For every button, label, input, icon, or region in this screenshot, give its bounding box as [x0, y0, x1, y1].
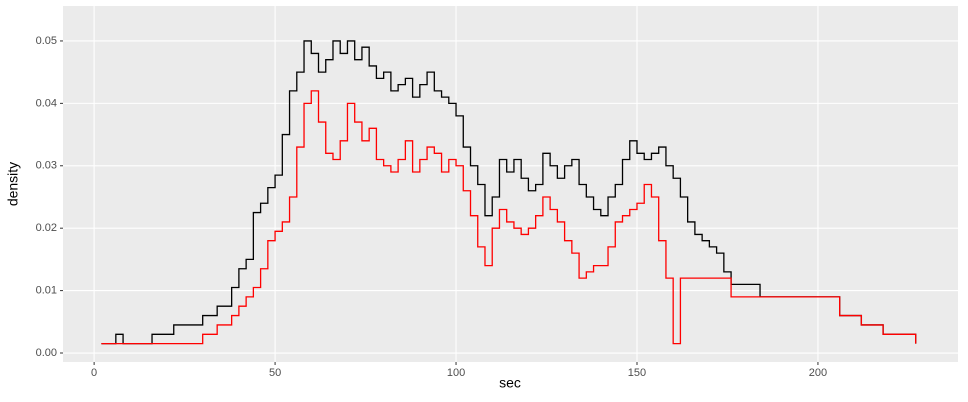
panel [63, 6, 958, 362]
y-tick-label: 0.05 [36, 35, 57, 47]
series-line [101, 40, 917, 345]
x-tick-label: 50 [269, 367, 281, 379]
y-tick-label: 0.04 [36, 97, 57, 109]
y-tick-label: 0.00 [36, 347, 57, 359]
x-axis-title: sec [499, 375, 521, 391]
y-tick-label: 0.02 [36, 222, 57, 234]
series-line [101, 90, 917, 345]
x-tick-label: 150 [628, 367, 646, 379]
y-tick-label: 0.03 [36, 160, 57, 172]
x-tick-label: 100 [447, 367, 465, 379]
x-tick-label: 0 [91, 367, 97, 379]
x-tick-label: 200 [809, 367, 827, 379]
y-tick-label: 0.01 [36, 285, 57, 297]
y-axis-title: density [5, 162, 21, 206]
